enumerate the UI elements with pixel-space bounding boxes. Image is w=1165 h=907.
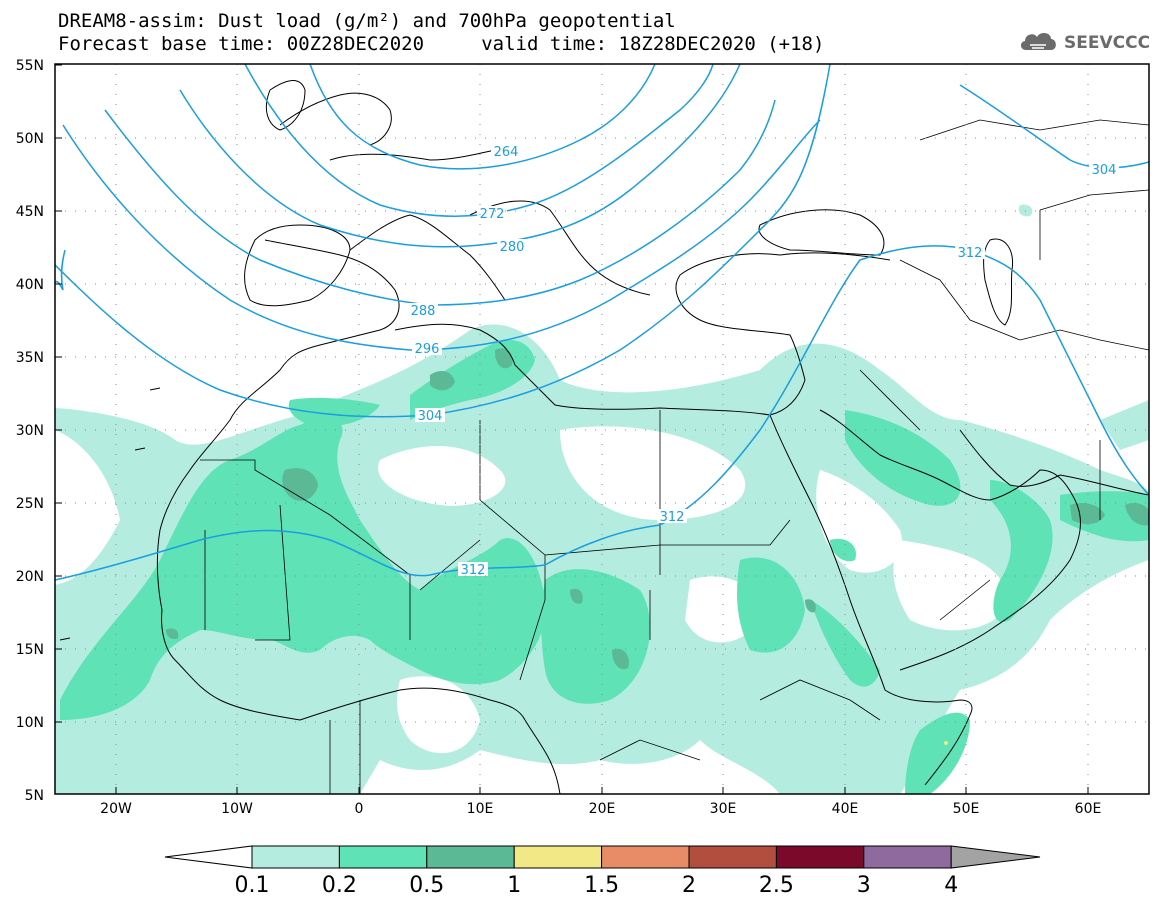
- colorbar-tick-label: 4: [944, 873, 958, 898]
- contour-label: 264: [494, 145, 519, 160]
- lon-label: 10E: [467, 801, 494, 817]
- colorbar-labels: 0.1 0.2 0.5 1 1.5 2 2.5 3 4: [235, 873, 959, 898]
- colorbar-tick-label: 0.2: [322, 873, 357, 898]
- lat-label: 45N: [16, 204, 44, 220]
- contour-label: 288: [411, 304, 436, 319]
- contour-label: 304: [418, 409, 443, 424]
- lat-label: 35N: [16, 350, 44, 366]
- lon-label: 30E: [710, 801, 737, 817]
- colorbar-tick-label: 1.5: [584, 873, 619, 898]
- colorbar-segment: [338, 845, 428, 869]
- colorbar-tick-label: 2: [682, 873, 696, 898]
- colorbar-segment: [775, 845, 865, 869]
- lat-label: 30N: [16, 423, 44, 439]
- colorbar: [164, 845, 1041, 869]
- lat-label: 20N: [16, 569, 44, 585]
- lon-label: 20W: [100, 801, 132, 817]
- longitude-labels: 20W 10W 0 10E 20E 30E 40E 50E 60E: [100, 801, 1101, 817]
- lat-label: 50N: [16, 131, 44, 147]
- contour-labels: 264 272 280 288 296 304 304 312 312 312: [408, 144, 1119, 578]
- lon-label: 20E: [589, 801, 616, 817]
- coastlines: [59, 80, 1149, 794]
- contour-label: 272: [480, 207, 505, 222]
- colorbar-segment-lower: [164, 845, 253, 869]
- lon-label: 60E: [1075, 801, 1102, 817]
- colorbar-tick-label: 2.5: [759, 873, 794, 898]
- cloud-logo-icon: [1020, 33, 1056, 50]
- axis-ticks: [55, 64, 1089, 794]
- colorbar-segment-upper: [950, 845, 1041, 869]
- colorbar-segment: [251, 845, 340, 869]
- dust-shading: [55, 204, 1149, 794]
- brand-name: SEEVCCC: [1064, 33, 1151, 53]
- colorbar-tick-label: 0.1: [235, 873, 270, 898]
- lon-label: 40E: [832, 801, 859, 817]
- contour-label: 280: [500, 240, 525, 255]
- contour-label: 304: [1092, 163, 1117, 178]
- lat-label: 5N: [25, 788, 44, 804]
- contour-label: 312: [461, 563, 486, 578]
- colorbar-segment: [513, 845, 603, 869]
- colorbar-tick-label: 3: [857, 873, 871, 898]
- lat-label: 10N: [16, 715, 44, 731]
- colorbar-segment: [426, 845, 515, 869]
- map-subtitle: Forecast base time: 00Z28DEC2020 valid t…: [58, 33, 825, 55]
- lat-label: 55N: [16, 58, 44, 74]
- colorbar-segment: [601, 845, 690, 869]
- lon-label: 0: [355, 801, 364, 817]
- map-title: DREAM8-assim: Dust load (g/m²) and 700hP…: [58, 10, 676, 32]
- contour-label: 312: [660, 510, 685, 525]
- lat-label: 40N: [16, 277, 44, 293]
- latitude-labels: 55N 50N 45N 40N 35N 30N 25N 20N 15N 10N …: [16, 58, 44, 804]
- contour-label: 296: [415, 342, 440, 357]
- lon-label: 10W: [221, 801, 253, 817]
- colorbar-segment: [863, 845, 952, 869]
- lat-label: 15N: [16, 642, 44, 658]
- lat-label: 25N: [16, 496, 44, 512]
- colorbar-tick-label: 1: [507, 873, 521, 898]
- contour-label: 312: [958, 246, 983, 261]
- colorbar-tick-label: 0.5: [409, 873, 444, 898]
- colorbar-segment: [688, 845, 777, 869]
- lon-label: 50E: [953, 801, 980, 817]
